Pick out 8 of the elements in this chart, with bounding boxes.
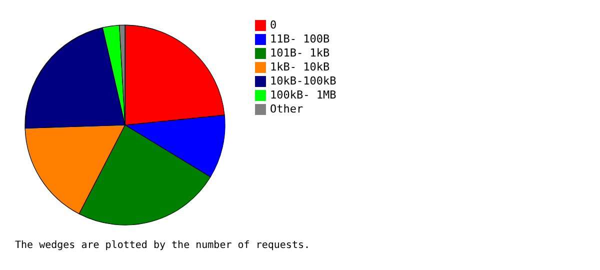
legend-label: Other bbox=[270, 102, 304, 116]
legend-label: 10kB-100kB bbox=[270, 74, 337, 88]
legend-label: 11B- 100B bbox=[270, 32, 330, 46]
legend-label: 1kB- 10kB bbox=[270, 60, 330, 74]
legend-label: 0 bbox=[270, 18, 277, 32]
legend-label: 100kB- 1MB bbox=[270, 88, 337, 102]
text: The wedges are plotted by the number of requests. bbox=[15, 240, 310, 251]
legend-label: 101B- 1kB bbox=[270, 46, 330, 60]
